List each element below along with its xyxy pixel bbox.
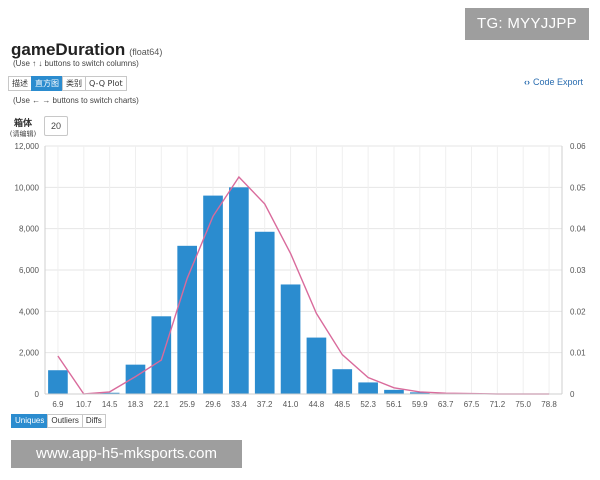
kde-series (57, 175, 550, 395)
bins-label-sub: (请编辑) (9, 130, 37, 138)
histogram-bar (306, 337, 327, 394)
x-tick-label: 37.2 (257, 400, 273, 409)
y2-tick-label: 0.05 (570, 183, 586, 192)
histogram-bar (203, 195, 223, 394)
y2-tick-label: 0.04 (570, 225, 586, 234)
bar-series (48, 187, 559, 394)
tab-qq-plot[interactable]: Q-Q Plot (85, 76, 127, 91)
axes: 0 2,000 4,000 6,000 8,000 10,000 12,000 0 0.01 0.… (15, 142, 587, 409)
histogram-chart: 0 2,000 4,000 6,000 8,000 10,000 12,000 0 0.01 0.… (15, 142, 587, 409)
tab-describe[interactable]: 描述 (8, 76, 32, 91)
tab-diffs[interactable]: Diffs (81, 414, 106, 428)
x-tick-label: 22.1 (154, 400, 170, 409)
x-tick-label: 10.7 (76, 400, 92, 409)
grid-lines (45, 145, 562, 395)
histogram-bar (229, 187, 249, 394)
histogram-bar (280, 284, 301, 394)
x-tick-label: 78.8 (541, 400, 557, 409)
hint-switch-columns: (Use ↑ ↓ buttons to switch columns) (13, 59, 139, 68)
x-tick-label: 14.5 (102, 400, 118, 409)
x-tick-label: 56.1 (386, 400, 402, 409)
histogram-bar (125, 364, 146, 394)
tab-categories[interactable]: 类别 (62, 76, 86, 91)
x-tick-label: 48.5 (334, 400, 350, 409)
histogram-bar (358, 382, 378, 394)
x-tick-label: 41.0 (283, 400, 299, 409)
x-tick-label: 33.4 (231, 400, 247, 409)
x-tick-label: 25.9 (179, 400, 195, 409)
code-icon: ‹› (524, 77, 530, 87)
histogram-bar (410, 392, 430, 394)
x-tick-label: 29.6 (205, 400, 221, 409)
histogram-bar (177, 245, 197, 394)
y-tick-label: 10,000 (15, 183, 40, 192)
y-tick-label: 12,000 (15, 142, 40, 151)
y-tick-label: 0 (35, 390, 40, 399)
histogram-bar (254, 231, 275, 394)
histogram-bar (151, 316, 172, 394)
histogram-bar (332, 369, 353, 394)
x-tick-label: 71.2 (490, 400, 506, 409)
chart-tabs: 描述 直方图 类别 Q-Q Plot (8, 76, 127, 91)
x-tick-label: 52.3 (360, 400, 376, 409)
x-tick-label: 59.9 (412, 400, 428, 409)
y2-tick-label: 0.01 (570, 349, 586, 358)
code-export-link[interactable]: ‹› Code Export (524, 77, 583, 87)
x-tick-label: 44.8 (309, 400, 325, 409)
tab-uniques[interactable]: Uniques (11, 414, 49, 428)
histogram-bar (99, 392, 120, 394)
code-export-label: Code Export (533, 77, 584, 87)
y2-tick-label: 0.02 (570, 307, 586, 316)
y2-tick-label: 0 (570, 390, 575, 399)
hint-switch-charts: (Use ← → buttons to switch charts) (13, 96, 139, 105)
bottom-tabs: Uniques Outliers Diffs (11, 414, 106, 428)
x-tick-label: 67.5 (464, 400, 480, 409)
y-tick-label: 2,000 (19, 349, 40, 358)
histogram-bar (384, 389, 404, 394)
bins-label-main: 箱体 (13, 119, 32, 129)
dtype-label: (float64) (129, 47, 163, 57)
y2-tick-label: 0.06 (570, 142, 586, 151)
x-tick-label: 75.0 (515, 400, 531, 409)
kde-line (57, 175, 550, 395)
y-tick-label: 4,000 (19, 307, 40, 316)
x-tick-label: 18.3 (128, 400, 144, 409)
bins-label: 箱体 (请编辑) (6, 116, 40, 139)
x-tick-label: 63.7 (438, 400, 454, 409)
histogram-bar (48, 370, 68, 394)
watermark-top: TG: MYYJJPP (465, 8, 589, 40)
y-tick-label: 8,000 (19, 225, 40, 234)
page-title-row: gameDuration (float64) (11, 40, 162, 60)
x-tick-label: 6.9 (52, 400, 64, 409)
tab-outliers[interactable]: Outliers (47, 414, 83, 428)
watermark-bottom: www.app-h5-mksports.com (11, 440, 242, 468)
y2-tick-label: 0.03 (570, 266, 586, 275)
y-tick-label: 6,000 (19, 266, 40, 275)
page-title: gameDuration (11, 40, 126, 59)
bins-input[interactable]: 20 (44, 116, 68, 136)
